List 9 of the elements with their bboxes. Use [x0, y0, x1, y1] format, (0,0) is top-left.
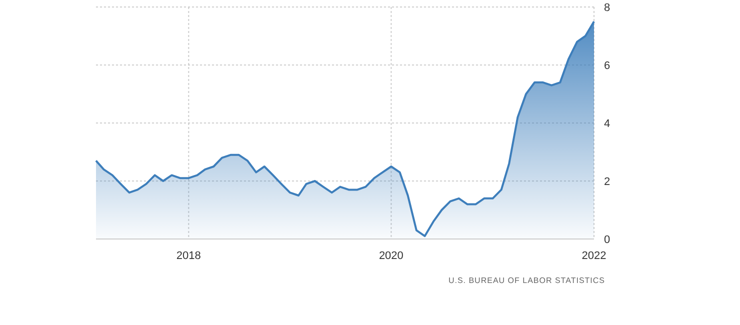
y-tick-label: 6	[604, 60, 610, 72]
x-tick-label: 2018	[176, 250, 201, 262]
y-tick-label: 0	[604, 234, 610, 246]
y-tick-label: 2	[604, 176, 610, 188]
x-tick-label: 2022	[582, 250, 606, 262]
y-tick-label: 4	[604, 118, 610, 130]
text: U.S. BUREAU OF LABOR STATISTICS	[448, 276, 605, 285]
y-tick-label: 8	[604, 2, 610, 14]
x-tick-label: 2020	[378, 250, 404, 262]
